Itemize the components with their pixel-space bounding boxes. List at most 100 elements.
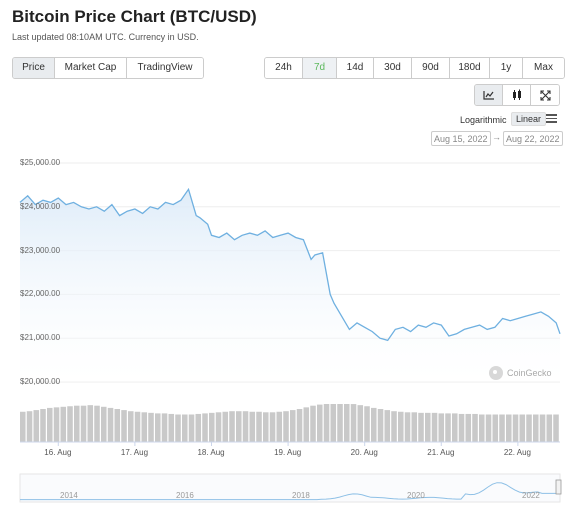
range-24h[interactable]: 24h <box>265 58 303 78</box>
volume-bar <box>377 409 384 442</box>
linear-toggle[interactable]: Linear <box>511 112 547 126</box>
volume-bar <box>263 412 269 442</box>
tab-tradingview[interactable]: TradingView <box>127 58 203 78</box>
candlestick-button[interactable] <box>503 85 531 105</box>
volume-bar <box>202 413 208 442</box>
logarithmic-toggle[interactable]: Logarithmic <box>460 115 507 125</box>
volume-bar <box>310 405 316 442</box>
volume-bar <box>411 412 418 442</box>
y-tick-label: $21,000.00 <box>20 333 61 343</box>
volume-bar <box>269 412 276 442</box>
date-from-input[interactable]: Aug 15, 2022 <box>431 131 491 146</box>
volume-bar <box>479 414 485 442</box>
volume-bar <box>128 411 134 442</box>
volume-bar <box>492 414 499 442</box>
expand-icon <box>539 89 551 101</box>
volume-bar <box>418 412 424 442</box>
volume-bar <box>533 414 539 442</box>
volume-bar <box>67 406 73 442</box>
y-tick-label: $25,000.00 <box>20 158 61 167</box>
volume-bar <box>155 413 161 442</box>
volume-bar <box>350 404 357 442</box>
navigator-tick-label: 2014 <box>60 491 78 500</box>
x-tick-label: 16. Aug <box>44 448 72 457</box>
volume-bar <box>458 413 465 442</box>
volume-bar <box>290 410 296 442</box>
volume-bar <box>452 413 458 442</box>
volume-bar <box>553 414 559 442</box>
volume-bar <box>323 404 330 442</box>
volume-bar <box>175 414 181 442</box>
range-180d[interactable]: 180d <box>450 58 490 78</box>
volume-bar <box>114 409 121 442</box>
x-tick-label: 19. Aug <box>274 448 302 457</box>
navigator-tick-label: 2020 <box>407 491 425 500</box>
volume-bar <box>276 411 283 442</box>
navigator-tick-label: 2016 <box>176 491 194 500</box>
volume-bar <box>47 407 53 442</box>
volume-bar <box>330 404 337 442</box>
navigator-tick-label: 2018 <box>292 491 310 500</box>
volume-bar <box>236 411 242 442</box>
coingecko-watermark: CoinGecko <box>489 366 552 380</box>
volume-bar <box>499 414 505 442</box>
tab-market-cap[interactable]: Market Cap <box>55 58 127 78</box>
x-tick-label: 22. Aug <box>503 448 531 457</box>
watermark-text: CoinGecko <box>507 368 552 378</box>
volume-bar <box>506 414 512 442</box>
x-tick-label: 21. Aug <box>427 448 455 457</box>
volume-bar <box>101 406 107 442</box>
volume-bar <box>148 412 154 442</box>
volume-bar <box>546 414 553 442</box>
volume-bar <box>384 410 391 442</box>
range-7d[interactable]: 7d <box>303 58 337 78</box>
volume-bar <box>33 410 40 442</box>
volume-bar <box>445 413 451 442</box>
volume-bar <box>472 413 478 442</box>
volume-bar <box>249 411 256 442</box>
x-tick-label: 20. Aug <box>350 448 378 457</box>
range-max[interactable]: Max <box>523 58 564 78</box>
volume-bar <box>80 405 87 442</box>
volume-bar <box>53 407 60 442</box>
coingecko-logo-icon <box>489 366 503 380</box>
navigator-tick-label: 2022 <box>522 491 540 500</box>
range-1y[interactable]: 1y <box>490 58 523 78</box>
date-range-arrow: → <box>492 132 501 142</box>
range-14d[interactable]: 14d <box>337 58 374 78</box>
tab-price[interactable]: Price <box>13 58 55 78</box>
view-tabs: Price Market Cap TradingView <box>12 57 204 79</box>
volume-bar <box>195 413 202 442</box>
volume-bar <box>519 414 526 442</box>
volume-bar <box>20 411 26 442</box>
volume-bar <box>40 409 46 442</box>
volume-bar <box>87 405 94 442</box>
line-chart-button[interactable] <box>475 85 503 105</box>
volume-bar <box>74 405 80 442</box>
navigator <box>19 473 561 503</box>
date-to-input[interactable]: Aug 22, 2022 <box>503 131 563 146</box>
volume-bar <box>404 412 411 442</box>
range-30d[interactable]: 30d <box>374 58 412 78</box>
expand-button[interactable] <box>531 85 559 105</box>
y-tick-label: $23,000.00 <box>20 245 61 255</box>
volume-bar <box>283 411 289 442</box>
volume-bar <box>256 411 262 442</box>
volume-bar <box>141 412 148 442</box>
y-tick-label: $20,000.00 <box>20 377 61 386</box>
volume-bar <box>398 411 404 442</box>
volume-bar <box>222 411 229 442</box>
page-title: Bitcoin Price Chart (BTC/USD) <box>12 7 257 26</box>
volume-bar <box>425 412 431 442</box>
navigator-line <box>20 482 560 501</box>
hamburger-menu-icon[interactable] <box>546 114 557 123</box>
y-tick-label: $22,000.00 <box>20 289 61 299</box>
volume-bar <box>391 411 397 442</box>
volume-bar <box>512 414 519 442</box>
volume-bar <box>188 414 195 442</box>
range-90d[interactable]: 90d <box>412 58 450 78</box>
volume-bar <box>465 413 472 442</box>
volume-bar <box>485 414 492 442</box>
volume-bar <box>182 414 188 442</box>
volume-bar <box>337 404 343 442</box>
